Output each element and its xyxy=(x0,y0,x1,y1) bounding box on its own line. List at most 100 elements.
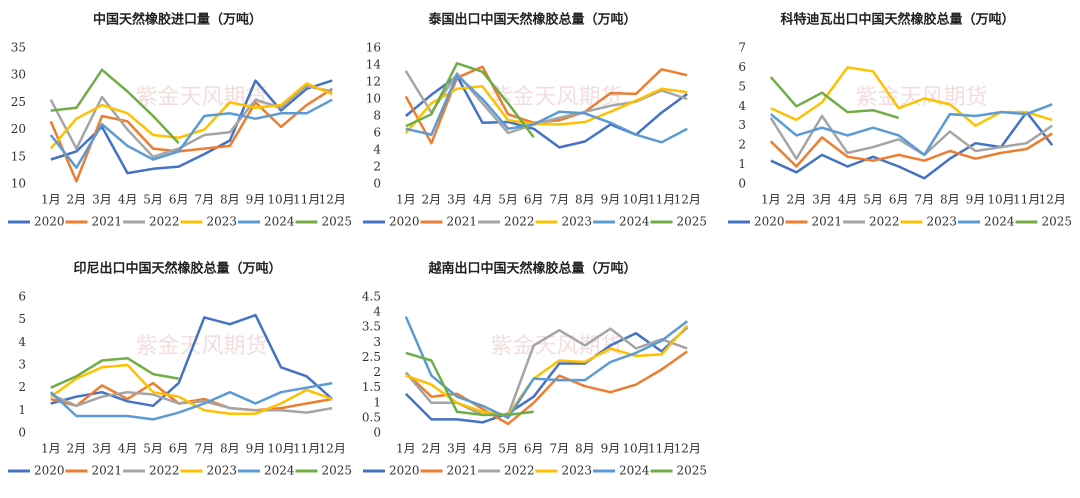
x-tick-label: 1月 xyxy=(396,193,416,207)
x-tick-label: 4月 xyxy=(473,193,493,207)
x-tick-label: 5月 xyxy=(498,442,518,456)
x-tick-label: 2月 xyxy=(67,193,87,207)
series-line xyxy=(49,87,333,183)
y-tick-label: 30 xyxy=(11,68,26,82)
x-tick-label: 6月 xyxy=(524,193,544,207)
x-tick-label: 9月 xyxy=(601,193,621,207)
y-tick-label: 20 xyxy=(11,122,26,136)
x-tick-label: 1月 xyxy=(41,193,61,207)
x-tick-label: 2月 xyxy=(67,442,87,456)
x-tick-label: 9月 xyxy=(246,442,266,456)
legend-label: 2022 xyxy=(149,215,180,229)
legend-label: 2023 xyxy=(207,464,238,478)
y-tick-label: 5 xyxy=(738,79,746,93)
y-tick-label: 0.5 xyxy=(362,410,381,424)
x-tick-label: 8月 xyxy=(220,193,240,207)
x-tick-label: 7月 xyxy=(549,193,569,207)
y-tick-label: 2 xyxy=(373,160,381,174)
x-tick-label: 2月 xyxy=(422,442,442,456)
series-line xyxy=(49,381,333,421)
series-line xyxy=(405,73,688,144)
y-tick-label: 1 xyxy=(373,395,381,409)
series-line xyxy=(50,363,333,415)
y-tick-label: 4 xyxy=(738,99,746,113)
x-tick-label: 5月 xyxy=(498,193,518,207)
x-tick-label: 1月 xyxy=(761,193,781,207)
x-tick-label: 6月 xyxy=(524,442,544,456)
legend-label: 2025 xyxy=(322,215,353,229)
chart: 越南出口中国天然橡胶总量（万吨）紫金天风期货00.511.522.533.544… xyxy=(362,261,707,478)
y-tick-label: 6 xyxy=(18,290,26,304)
legend-label: 2020 xyxy=(34,464,65,478)
legend-label: 2023 xyxy=(562,464,593,478)
legend-label: 2022 xyxy=(504,215,535,229)
chart-title: 越南出口中国天然橡胶总量（万吨） xyxy=(427,261,636,277)
x-tick-label: 1月 xyxy=(41,442,61,456)
x-tick-label: 12月 xyxy=(1039,193,1066,207)
legend-label: 2020 xyxy=(389,464,420,478)
legend-label: 2023 xyxy=(927,215,958,229)
series-line xyxy=(50,313,334,408)
y-tick-label: 2 xyxy=(738,138,746,152)
y-tick-label: 5 xyxy=(18,312,26,326)
y-tick-label: 6 xyxy=(738,60,746,74)
y-tick-label: 35 xyxy=(11,41,26,55)
legend-label: 2024 xyxy=(264,464,295,478)
y-tick-label: 2 xyxy=(373,365,381,379)
legend-label: 2022 xyxy=(149,464,180,478)
legend-label: 2021 xyxy=(447,215,478,229)
x-tick-label: 12月 xyxy=(674,193,701,207)
y-tick-label: 15 xyxy=(11,149,26,163)
x-tick-label: 7月 xyxy=(549,442,569,456)
x-tick-label: 4月 xyxy=(118,193,138,207)
x-tick-label: 8月 xyxy=(575,193,595,207)
x-tick-label: 9月 xyxy=(246,193,266,207)
series-line xyxy=(50,68,180,145)
x-tick-label: 8月 xyxy=(220,442,240,456)
legend-label: 2020 xyxy=(34,215,65,229)
y-tick-label: 6 xyxy=(373,126,381,140)
y-tick-label: 16 xyxy=(366,41,381,55)
x-tick-label: 10月 xyxy=(267,193,294,207)
series-line xyxy=(770,103,1053,157)
legend-label: 2024 xyxy=(619,215,650,229)
watermark: 紫金天风期货 xyxy=(135,334,267,359)
chart-title: 科特迪瓦出口中国天然橡胶总量（万吨） xyxy=(780,12,1014,28)
y-tick-label: 1 xyxy=(18,403,26,417)
x-tick-label: 4月 xyxy=(473,442,493,456)
y-tick-label: 2 xyxy=(18,380,26,394)
legend-label: 2023 xyxy=(562,215,593,229)
y-tick-label: 0 xyxy=(373,426,381,440)
legend-label: 2020 xyxy=(754,215,785,229)
chart: 印尼出口中国天然橡胶总量（万吨） 紫金天风期货 0 1 2 3 4 5 6 1月 2月 3月 4月 5月 6… xyxy=(8,261,352,478)
legend-label: 2025 xyxy=(1042,215,1073,229)
x-tick-label: 3月 xyxy=(812,193,832,207)
series-line xyxy=(769,114,1053,160)
y-tick-label: 4.5 xyxy=(362,290,381,304)
series-line xyxy=(404,316,688,420)
y-tick-label: 4 xyxy=(373,143,381,157)
watermark: 紫金天风期货 xyxy=(855,85,987,110)
x-tick-label: 7月 xyxy=(194,193,214,207)
x-tick-label: 12月 xyxy=(319,442,346,456)
series-line xyxy=(50,356,179,389)
x-tick-label: 12月 xyxy=(319,193,346,207)
x-tick-label: 11月 xyxy=(293,442,320,456)
y-tick-label: 7 xyxy=(738,41,746,55)
y-tick-label: 0 xyxy=(18,426,26,440)
legend-label: 2022 xyxy=(869,215,900,229)
y-tick-label: 1.5 xyxy=(362,380,381,394)
series-line xyxy=(49,98,333,169)
x-tick-label: 9月 xyxy=(601,442,621,456)
chart: 泰国出口中国天然橡胶总量（万吨） 紫金天风期货 0 2 4 6 8 10 12 14 16 1月 2月 3… xyxy=(363,12,707,229)
legend-label: 2024 xyxy=(984,215,1015,229)
series-line xyxy=(769,132,1053,168)
x-tick-label: 10月 xyxy=(987,193,1014,207)
y-tick-label: 8 xyxy=(373,109,381,123)
legend-label: 2021 xyxy=(447,464,478,478)
y-tick-label: 10 xyxy=(366,92,381,106)
series-line xyxy=(770,110,1054,180)
legend-label: 2021 xyxy=(92,464,123,478)
x-tick-label: 4月 xyxy=(838,193,858,207)
